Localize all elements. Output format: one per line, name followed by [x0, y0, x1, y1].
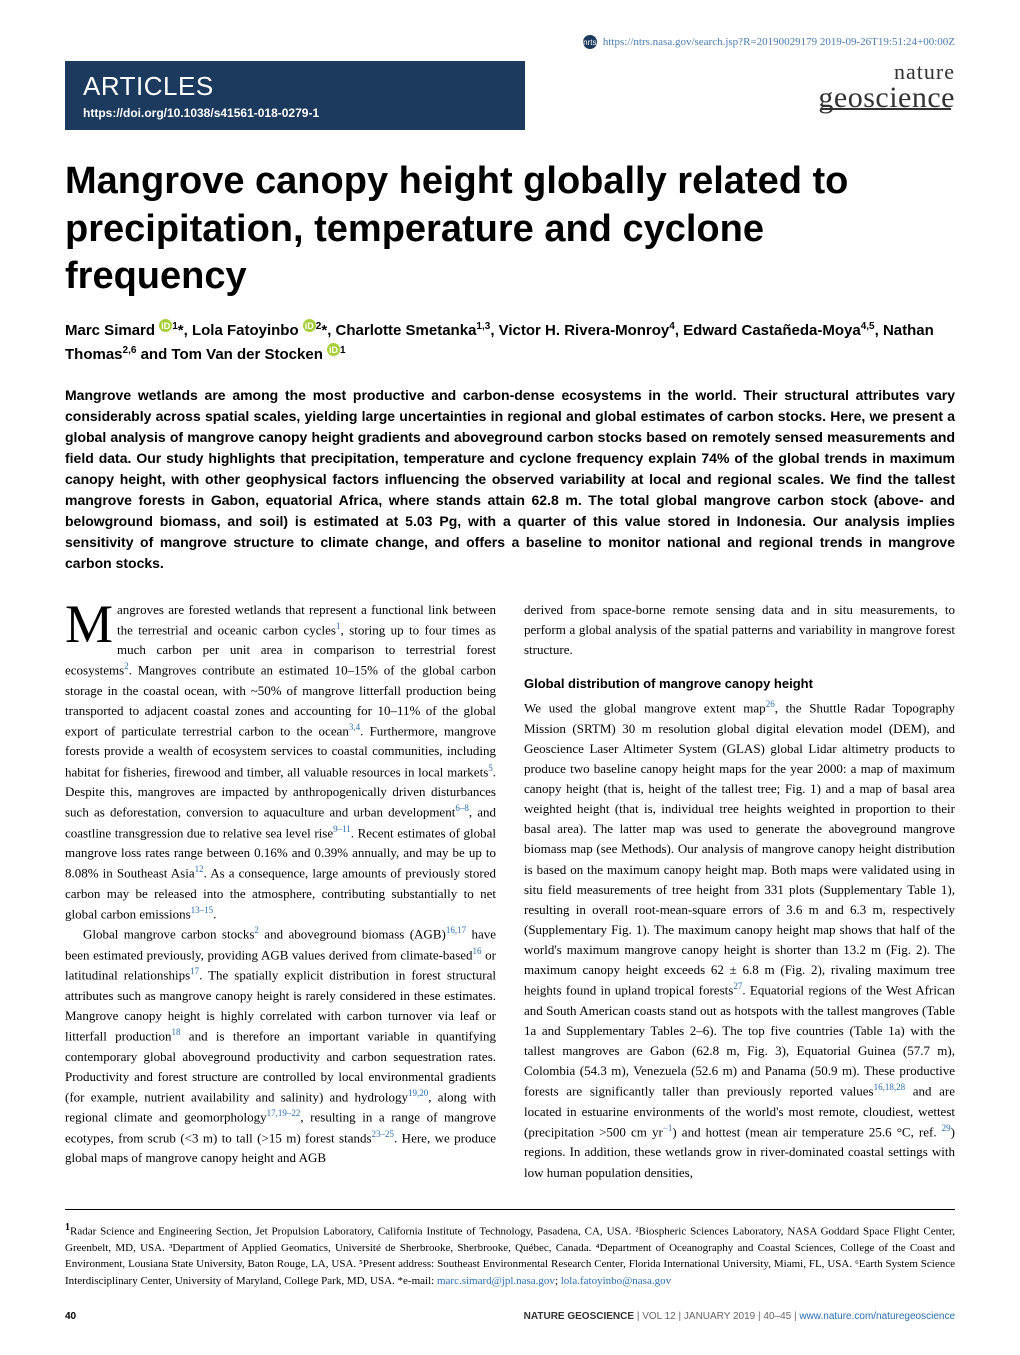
author-list: Marc Simard iD1*, Lola Fatoyinbo iD2*, C… [65, 319, 955, 367]
journal-name-bottom: geoscience [818, 83, 955, 113]
refnum: 3,4 [349, 722, 360, 732]
ntrs-url-bar: nrts https://ntrs.nasa.gov/search.jsp?R=… [65, 35, 955, 49]
section-heading: Global distribution of mangrove canopy h… [524, 674, 955, 694]
refnum: 6–8 [455, 803, 469, 813]
refnum: 26 [766, 699, 775, 709]
refnum: 13–15 [191, 905, 214, 915]
refnum: 16,18,28 [874, 1082, 906, 1092]
footer: 40 NATURE GEOSCIENCE | VOL 12 | JANUARY … [65, 1311, 955, 1322]
footer-citation: NATURE GEOSCIENCE | VOL 12 | JANUARY 201… [524, 1311, 955, 1322]
section-label: ARTICLES [83, 71, 507, 102]
refnum: 9–11 [333, 824, 351, 834]
refnum: 29 [942, 1123, 951, 1133]
refnum: 19,20 [408, 1088, 428, 1098]
refnum: 23–25 [372, 1129, 395, 1139]
refnum: 18 [172, 1027, 181, 1037]
body-paragraph-3: derived from space-borne remote sensing … [524, 600, 955, 660]
refnum: 16,17 [446, 925, 466, 935]
email-link-1[interactable]: marc.simard@jpl.nasa.gov [437, 1275, 555, 1287]
refnum: 27 [733, 981, 742, 991]
page: nrts https://ntrs.nasa.gov/search.jsp?R=… [0, 0, 1020, 1352]
email-link-2[interactable]: lola.fatoyinbo@nasa.gov [561, 1275, 671, 1287]
body-paragraph-2: Global mangrove carbon stocks2 and above… [65, 924, 496, 1168]
refnum: 12 [195, 864, 204, 874]
brand-icon: nrts [583, 35, 597, 49]
article-title: Mangrove canopy height globally related … [65, 158, 955, 301]
orcid-icon: iD [159, 319, 172, 332]
refnum: 17 [190, 966, 199, 976]
orcid-icon: iD [327, 343, 340, 356]
journal-logo: nature geoscience [818, 61, 955, 113]
page-number: 40 [65, 1311, 76, 1322]
affiliations: 1Radar Science and Engineering Section, … [65, 1209, 955, 1290]
refnum: 16 [473, 946, 482, 956]
refnum: 17,19–22 [267, 1108, 301, 1118]
abstract: Mangrove wetlands are among the most pro… [65, 385, 955, 574]
body-columns: Mangroves are forested wetlands that rep… [65, 600, 955, 1183]
body-paragraph-1: Mangroves are forested wetlands that rep… [65, 600, 496, 925]
articles-block: ARTICLES https://doi.org/10.1038/s41561-… [65, 61, 525, 130]
ntrs-url-text: https://ntrs.nasa.gov/search.jsp?R=20190… [603, 36, 955, 48]
body-paragraph-4: We used the global mangrove extent map26… [524, 698, 955, 1183]
footer-url[interactable]: www.nature.com/naturegeoscience [799, 1311, 955, 1322]
refnum: −1 [663, 1123, 673, 1133]
journal-name-top: nature [818, 61, 955, 83]
header-row: ARTICLES https://doi.org/10.1038/s41561-… [65, 61, 955, 130]
orcid-icon: iD [303, 319, 316, 332]
doi-link[interactable]: https://doi.org/10.1038/s41561-018-0279-… [83, 106, 507, 120]
footer-journal: NATURE GEOSCIENCE [524, 1311, 634, 1322]
